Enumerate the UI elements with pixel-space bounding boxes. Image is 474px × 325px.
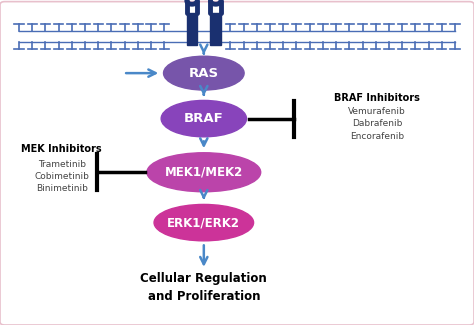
Text: Binimetinib: Binimetinib [36, 184, 88, 193]
Ellipse shape [164, 56, 244, 90]
Text: BRAF: BRAF [184, 112, 224, 125]
Text: Cellular Regulation
and Proliferation: Cellular Regulation and Proliferation [140, 272, 267, 303]
Text: MEK1/MEK2: MEK1/MEK2 [164, 166, 243, 179]
Text: RAS: RAS [189, 67, 219, 80]
Text: BRAF Inhibitors: BRAF Inhibitors [334, 93, 420, 102]
Bar [210, 13, 221, 45]
Ellipse shape [161, 100, 246, 137]
Bar [187, 13, 197, 45]
Text: Cobimetinib: Cobimetinib [34, 172, 89, 181]
Text: Dabrafenib: Dabrafenib [352, 119, 402, 128]
Text: Encorafenib: Encorafenib [350, 132, 404, 141]
Text: ERK1/ERK2: ERK1/ERK2 [167, 216, 240, 229]
Text: Vemurafenib: Vemurafenib [348, 107, 406, 116]
Text: Trametinib: Trametinib [37, 160, 86, 169]
Ellipse shape [154, 204, 254, 241]
Text: MEK Inhibitors: MEK Inhibitors [21, 145, 102, 154]
Ellipse shape [147, 153, 261, 192]
